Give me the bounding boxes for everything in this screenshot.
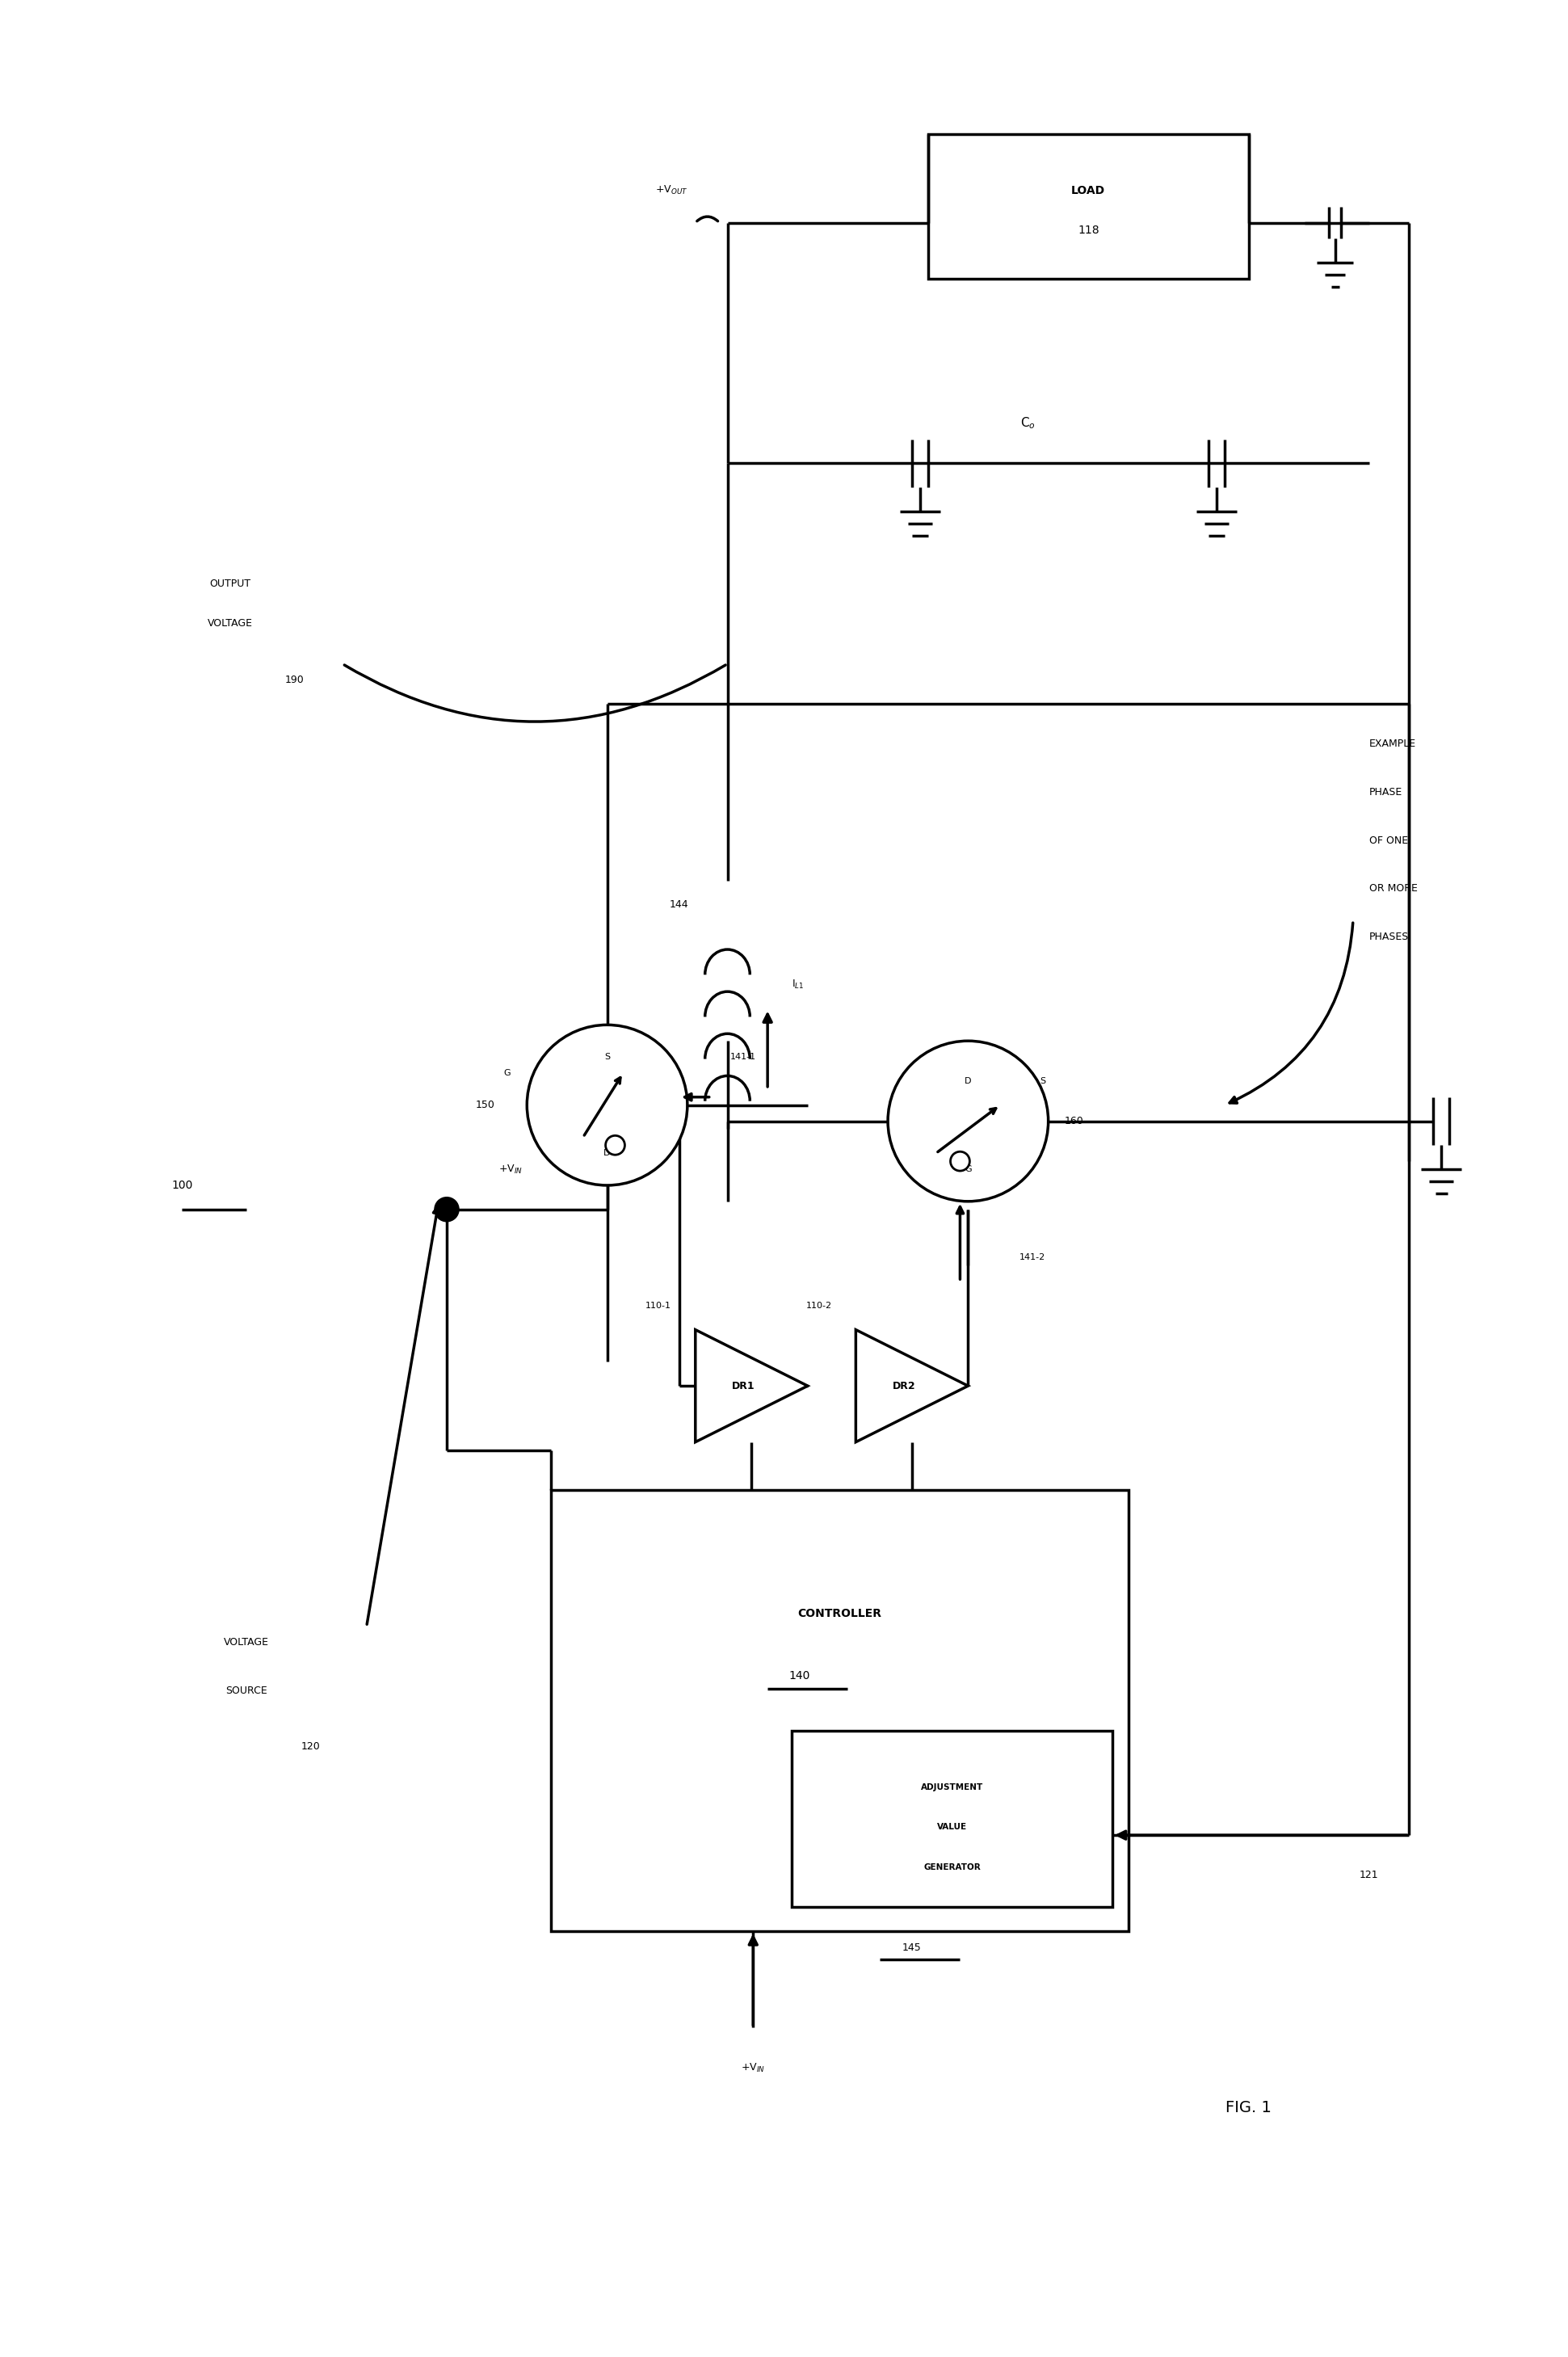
Text: 100: 100	[171, 1178, 193, 1190]
Text: OF ONE: OF ONE	[1369, 834, 1408, 846]
Text: 110-1: 110-1	[646, 1301, 671, 1310]
Text: OR MORE: OR MORE	[1369, 884, 1417, 893]
Text: +V$_{OUT}$: +V$_{OUT}$	[655, 184, 687, 196]
Circle shape	[527, 1025, 687, 1186]
Circle shape	[950, 1153, 969, 1171]
Text: LOAD: LOAD	[1071, 184, 1105, 196]
Bar	[550, 1490, 1129, 1930]
Text: +V$_{IN}$: +V$_{IN}$	[742, 2062, 765, 2074]
Text: 121: 121	[1359, 1869, 1378, 1881]
Text: ADJUSTMENT: ADJUSTMENT	[920, 1782, 983, 1791]
Text: C$_o$: C$_o$	[1021, 415, 1036, 431]
Text: D: D	[604, 1150, 610, 1157]
Text: 120: 120	[301, 1742, 320, 1751]
Text: VALUE: VALUE	[938, 1822, 967, 1831]
Circle shape	[605, 1136, 624, 1155]
Circle shape	[887, 1042, 1049, 1202]
Bar	[792, 1730, 1112, 1907]
Text: OUTPUT: OUTPUT	[210, 577, 251, 589]
Text: 160: 160	[1065, 1115, 1083, 1127]
Text: 141-2: 141-2	[1019, 1254, 1046, 1261]
Text: DR2: DR2	[892, 1381, 916, 1391]
Text: S: S	[1040, 1077, 1046, 1084]
Text: G: G	[964, 1164, 972, 1174]
Text: PHASE: PHASE	[1369, 787, 1402, 797]
Text: CONTROLLER: CONTROLLER	[798, 1607, 881, 1619]
Text: 150: 150	[475, 1101, 495, 1110]
Text: DR1: DR1	[732, 1381, 756, 1391]
Circle shape	[434, 1197, 459, 1221]
Bar	[928, 134, 1248, 278]
Text: D: D	[964, 1077, 972, 1084]
Text: GENERATOR: GENERATOR	[924, 1862, 980, 1871]
Text: 110-2: 110-2	[806, 1301, 831, 1310]
Text: 140: 140	[789, 1669, 811, 1681]
Text: I$_{L1}$: I$_{L1}$	[792, 978, 804, 990]
Text: 141-1: 141-1	[731, 1054, 756, 1061]
Text: S: S	[604, 1054, 610, 1061]
Text: FIG. 1: FIG. 1	[1226, 2100, 1272, 2117]
Polygon shape	[856, 1329, 967, 1442]
Text: 118: 118	[1077, 224, 1099, 236]
Text: 144: 144	[670, 900, 688, 910]
Text: VOLTAGE: VOLTAGE	[224, 1638, 268, 1648]
Text: EXAMPLE: EXAMPLE	[1369, 738, 1416, 750]
Text: PHASES: PHASES	[1369, 931, 1410, 943]
Polygon shape	[695, 1329, 808, 1442]
Text: SOURCE: SOURCE	[226, 1685, 267, 1697]
Text: G: G	[503, 1070, 511, 1077]
Text: VOLTAGE: VOLTAGE	[207, 618, 252, 629]
Text: +V$_{IN}$: +V$_{IN}$	[499, 1162, 524, 1176]
Text: 190: 190	[285, 674, 304, 686]
Text: 145: 145	[902, 1942, 922, 1952]
